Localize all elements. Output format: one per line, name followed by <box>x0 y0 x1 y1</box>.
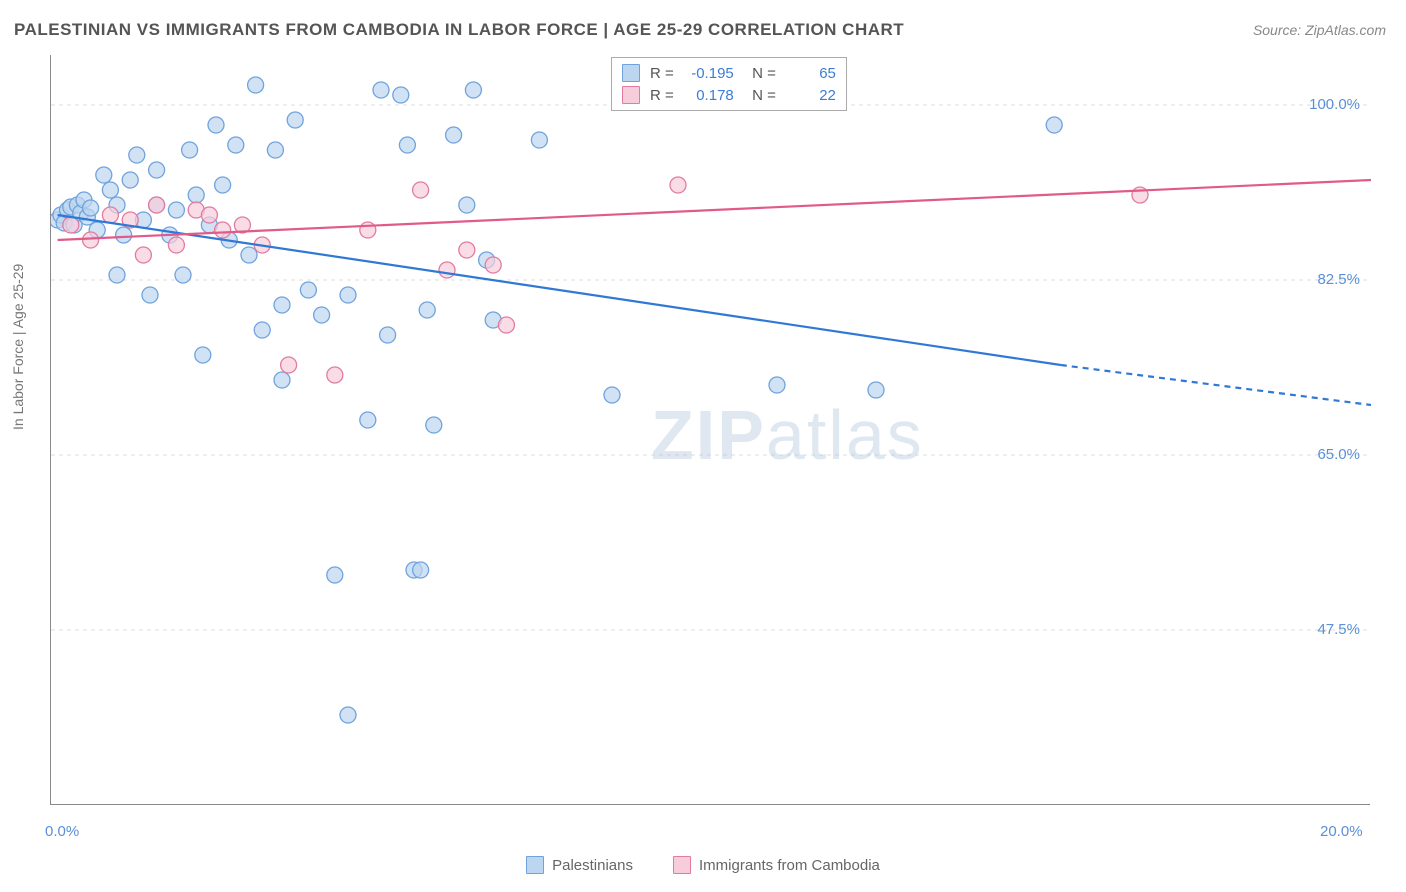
y-tick-label: 82.5% <box>1300 271 1360 288</box>
legend-swatch-1 <box>526 856 544 874</box>
stat-r-label-1: R = <box>650 65 674 82</box>
legend-label-1: Palestinians <box>552 857 633 874</box>
stat-r-value-1: -0.195 <box>684 65 734 82</box>
stat-n-label-1: N = <box>744 65 776 82</box>
bottom-legend: Palestinians Immigrants from Cambodia <box>0 856 1406 874</box>
source-label: Source: ZipAtlas.com <box>1253 22 1386 38</box>
x-tick-label: 0.0% <box>45 823 79 840</box>
stat-r-label-2: R = <box>650 87 674 104</box>
plot-svg <box>51 55 1371 805</box>
y-tick-label: 47.5% <box>1300 621 1360 638</box>
stat-n-label-2: N = <box>744 87 776 104</box>
chart-title: PALESTINIAN VS IMMIGRANTS FROM CAMBODIA … <box>14 20 904 40</box>
stat-n-value-1: 65 <box>786 65 836 82</box>
stats-swatch-1 <box>622 64 640 82</box>
stats-row-2: R = 0.178 N = 22 <box>622 84 836 106</box>
stats-row-1: R = -0.195 N = 65 <box>622 62 836 84</box>
stats-legend: R = -0.195 N = 65 R = 0.178 N = 22 <box>611 57 847 111</box>
y-tick-label: 100.0% <box>1300 96 1360 113</box>
stats-swatch-2 <box>622 86 640 104</box>
chart-container: PALESTINIAN VS IMMIGRANTS FROM CAMBODIA … <box>0 0 1406 892</box>
legend-item-1: Palestinians <box>526 856 633 874</box>
legend-swatch-2 <box>673 856 691 874</box>
y-tick-label: 65.0% <box>1300 446 1360 463</box>
scatter-plot: ZIPatlas R = -0.195 N = 65 R = 0.178 N =… <box>50 55 1370 805</box>
stat-r-value-2: 0.178 <box>684 87 734 104</box>
y-axis-label: In Labor Force | Age 25-29 <box>10 264 26 430</box>
x-tick-label: 20.0% <box>1320 823 1363 840</box>
stat-n-value-2: 22 <box>786 87 836 104</box>
legend-item-2: Immigrants from Cambodia <box>673 856 880 874</box>
legend-label-2: Immigrants from Cambodia <box>699 857 880 874</box>
